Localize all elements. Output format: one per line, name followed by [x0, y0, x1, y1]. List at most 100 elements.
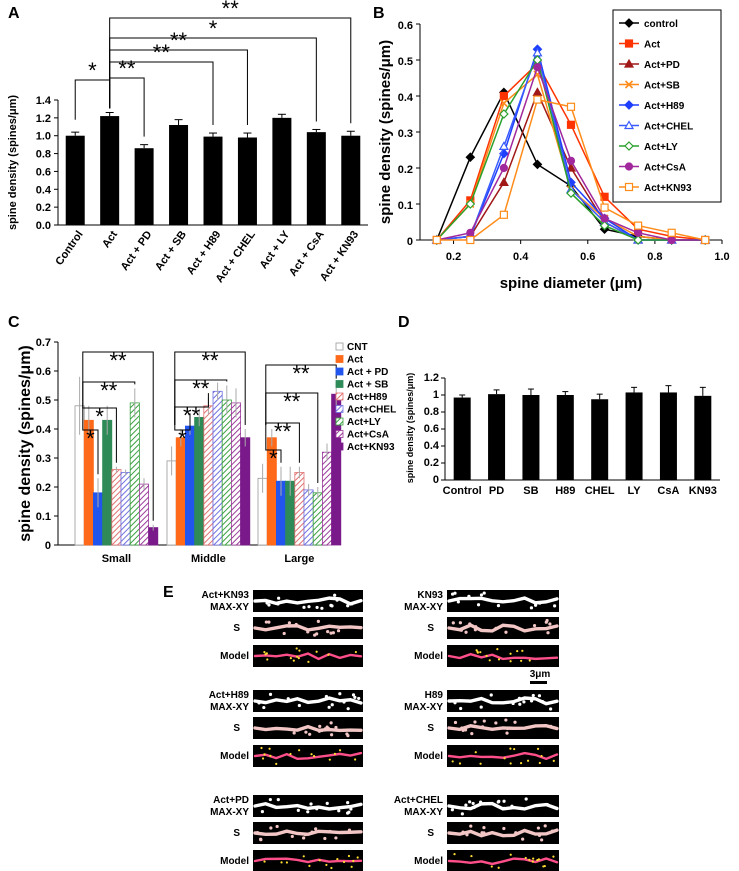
- spine-dot: [287, 624, 291, 628]
- spine-dot: [496, 604, 501, 608]
- spine-dot: [275, 824, 279, 829]
- x-tick-label: Act: [100, 229, 120, 251]
- bar: [240, 437, 251, 546]
- data-point: [465, 152, 476, 163]
- panel-e-images: Act+KN93MAX-XYSModelKN93MAX-XYSModelAct+…: [201, 590, 559, 871]
- dendrite-trace: [447, 751, 559, 761]
- y-tick-label: 0.6: [398, 20, 413, 32]
- spine-dot: [509, 652, 512, 655]
- row-label: Model: [220, 856, 249, 867]
- y-tick-label: 0.3: [36, 453, 51, 465]
- spine-dot: [304, 730, 308, 734]
- data-point: [565, 162, 577, 172]
- spine-dot: [310, 753, 313, 756]
- legend-swatch: [335, 430, 344, 438]
- x-tick-label: Control: [53, 229, 85, 268]
- significance-bracket: [82, 401, 117, 463]
- panel-e-label: E: [163, 584, 174, 601]
- x-tick-label: 0.6: [580, 251, 595, 263]
- bar: [312, 492, 323, 546]
- legend-swatch: [335, 417, 344, 426]
- data-point: [466, 235, 475, 245]
- spine-dot: [349, 807, 353, 811]
- y-tick-label: 0.2: [398, 164, 413, 176]
- spine-dot: [277, 596, 281, 600]
- dendrite-trace: [447, 857, 559, 866]
- panel-c-label: C: [8, 314, 20, 331]
- spine-dot: [346, 801, 350, 805]
- spine-dot: [352, 859, 355, 863]
- spine-dot: [328, 829, 332, 834]
- x-tick-label: 0.2: [446, 251, 461, 263]
- spine-dot: [479, 762, 482, 765]
- y-tick-label: 1.0: [36, 131, 51, 143]
- bar: [138, 483, 149, 546]
- legend-label: Act + PD: [347, 367, 388, 378]
- legend-label: Act+LY: [347, 417, 381, 428]
- group-title: KN93: [417, 590, 443, 601]
- spine-dot: [513, 720, 517, 724]
- bar: [100, 116, 120, 225]
- spine-dot: [289, 752, 292, 756]
- data-point: [599, 220, 610, 231]
- spine-dot: [260, 810, 265, 814]
- data-point: [498, 177, 509, 186]
- spine-dot: [337, 809, 341, 813]
- spine-dot: [450, 592, 455, 596]
- spine-dot: [312, 755, 316, 758]
- spine-dot: [263, 860, 266, 863]
- significance-bracket: [109, 17, 352, 124]
- spine-dot: [292, 731, 296, 735]
- spine-dot: [513, 747, 516, 751]
- spine-dot: [265, 652, 268, 655]
- legend-marker: [623, 120, 635, 130]
- spine-dot: [545, 618, 549, 623]
- y-axis-label: spine density (spines/μm): [7, 95, 19, 230]
- significance-mark: *: [88, 58, 97, 83]
- data-point: [566, 102, 576, 111]
- spine-dot: [257, 701, 261, 705]
- scale-bar-label: 3μm: [530, 669, 551, 680]
- spine-dot: [265, 601, 269, 605]
- y-tick-label: 1.4: [36, 95, 52, 107]
- y-axis-label: spine density (spines/μm): [405, 373, 415, 484]
- spine-dot: [553, 604, 557, 608]
- spine-dot: [296, 655, 299, 658]
- spine-dot: [347, 828, 352, 832]
- row-label: MAX-XY: [210, 702, 249, 713]
- bar: [659, 392, 677, 480]
- spine-dot: [306, 630, 310, 634]
- panel-a-label: A: [8, 5, 20, 22]
- spine-dot: [286, 697, 290, 701]
- bar: [237, 137, 257, 225]
- significance-mark: **: [183, 403, 201, 428]
- dendrite-trace: [253, 696, 363, 705]
- bar: [102, 419, 113, 546]
- row-label: S: [233, 723, 240, 734]
- spine-dot: [453, 853, 456, 856]
- micrograph-2: [253, 745, 363, 767]
- spine-dot: [538, 601, 542, 605]
- spine-dot: [264, 620, 268, 624]
- spine-dot: [488, 659, 491, 662]
- spine-dot: [276, 798, 280, 802]
- spine-dot: [460, 726, 464, 730]
- x-axis-label: spine diameter (μm): [500, 275, 643, 292]
- legend-marker: [624, 182, 634, 192]
- significance-mark: *: [209, 16, 218, 41]
- dendrite-trace: [447, 652, 559, 661]
- data-point: [566, 188, 576, 199]
- spine-dot: [509, 762, 512, 765]
- spine-dot: [285, 861, 289, 864]
- spine-dot: [317, 729, 321, 733]
- data-point: [667, 228, 676, 237]
- panel-d-label: D: [398, 314, 410, 331]
- spine-dot: [505, 731, 509, 735]
- spine-dot: [347, 854, 351, 858]
- significance-bracket: [82, 351, 154, 521]
- spine-dot: [318, 859, 321, 862]
- bar: [203, 405, 214, 546]
- spine-dot: [503, 757, 506, 760]
- dendrite-trace: [447, 623, 559, 633]
- x-tick-label: Control: [443, 485, 482, 497]
